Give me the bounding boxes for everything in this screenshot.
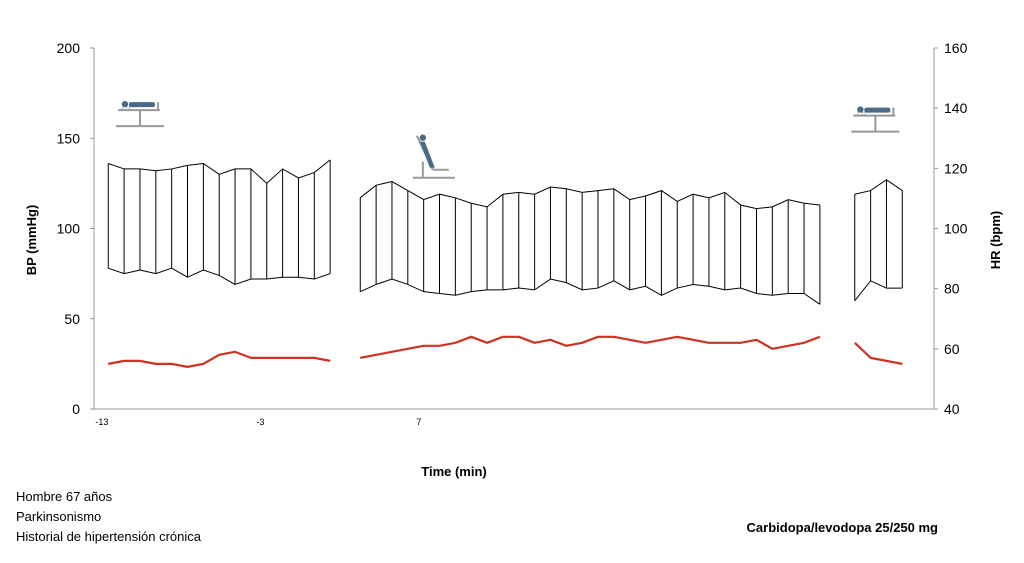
pillow [121,106,131,110]
person-head [857,106,864,113]
right-tick-label: 80 [944,281,960,297]
hr-line [108,350,331,368]
x-axis: -13 -3 7 [94,408,934,427]
hr-line [853,342,903,365]
person-body [864,107,891,113]
supine-bed-icon [115,100,164,128]
patient-line: Hombre 67 años [16,489,113,504]
systolic-line [854,179,903,195]
left-tick-label: 200 [57,40,81,56]
left-tick-label: 50 [64,311,80,327]
right-tick-label: 140 [944,100,968,116]
hr-line [360,335,821,359]
pillow [857,112,866,115]
left-tick-label: 0 [72,401,80,417]
person-body [419,141,435,168]
left-axis: 0 50 100 150 200 [57,40,95,417]
right-tick-label: 40 [944,401,960,417]
right-tick-label: 60 [944,341,960,357]
patient-line: Parkinsonismo [16,509,102,524]
right-tick-label: 160 [944,40,968,56]
x-tick-label: 7 [416,417,421,427]
diastolic-line [854,280,903,302]
y-axis-left-label: BP (mmHg) [24,205,39,276]
patient-line: Historial de hipertensión crónica [16,529,201,544]
bp-plot [107,159,903,305]
left-tick-label: 100 [57,221,81,237]
patient-notes: Hombre 67 años Parkinsonismo Historial d… [16,487,201,547]
tilt-table-icon [412,134,455,179]
drug-label: Carbidopa/levodopa 25/250 mg [746,520,938,535]
y-axis-right-label: HR (bpm) [988,211,1003,270]
person-head [121,100,129,108]
person-head [419,134,427,141]
right-axis: 40 60 80 100 120 140 160 [933,40,968,417]
right-tick-label: 120 [944,160,968,176]
x-tick-label: -13 [95,417,108,427]
posture-icons [115,100,900,179]
supine-bed-icon [851,106,900,133]
x-axis-label: Time (min) [421,464,487,479]
hr-plot [108,335,903,368]
x-tick-label: -3 [256,417,264,427]
diastolic-line [360,278,821,305]
left-tick-label: 150 [57,130,81,146]
right-tick-label: 100 [944,221,968,237]
systolic-line [359,181,820,210]
person-body [128,102,155,108]
